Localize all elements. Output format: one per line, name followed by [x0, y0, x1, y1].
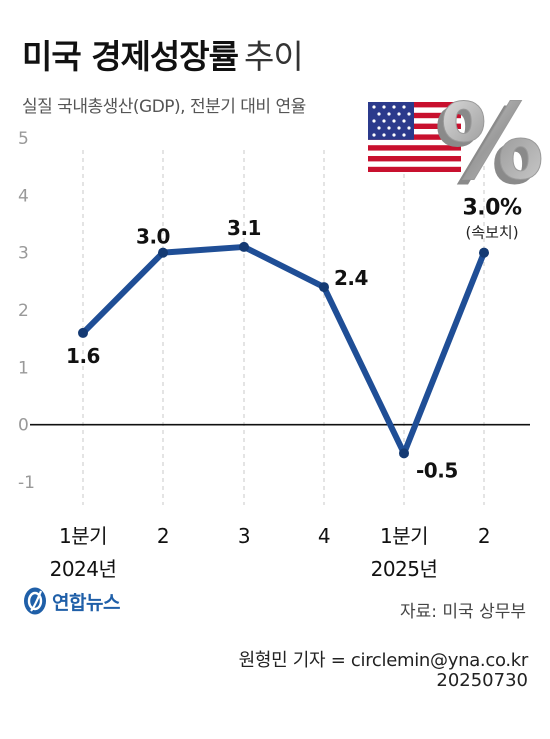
data-labels: 1.6 3.0 3.1 2.4 -0.5 3.0% (속보치): [66, 196, 522, 483]
y-tick-label-4: 1: [18, 358, 29, 378]
y-axis: 5 4 3 2 1 0 -1: [18, 129, 35, 493]
x-tick-label-3: 4: [318, 524, 330, 548]
yonhap-logo-icon: [24, 587, 46, 615]
x-axis: 1분기 2 3 4 1분기 2 2024년 2025년: [50, 524, 491, 581]
data-label-0: 1.6: [66, 344, 100, 368]
source-note: 자료: 미국 상무부: [399, 602, 526, 622]
data-point-0: [78, 327, 88, 338]
year-label-1: 2025년: [371, 557, 438, 581]
x-tick-label-1: 2: [157, 524, 169, 548]
x-tick-label-2: 3: [238, 524, 250, 548]
data-point-5: [479, 247, 489, 258]
last-point-note: (속보치): [465, 224, 518, 242]
us-flag-icon: [368, 102, 461, 172]
data-point-2: [239, 241, 249, 252]
title-main: 미국 경제성장률: [22, 37, 239, 76]
series-line: [80, 243, 487, 457]
x-tick-label-0: 1분기: [59, 524, 107, 548]
title-light: 추이: [244, 37, 304, 76]
data-points: [78, 241, 489, 459]
y-tick-label-1: 4: [18, 186, 29, 206]
credit-line: 원형민 기자 = circlemin@yna.co.kr: [238, 650, 529, 671]
year-label-0: 2024년: [50, 557, 117, 581]
chart-subtitle: 실질 국내총생산(GDP), 전분기 대비 연율: [22, 97, 306, 117]
data-label-3: 2.4: [334, 266, 368, 290]
data-label-2: 3.1: [227, 216, 261, 240]
page-title: 미국 경제성장률 추이: [22, 30, 304, 78]
svg-text:%: %: [434, 86, 538, 208]
data-point-3: [319, 282, 329, 293]
date-line: 20250730: [436, 670, 528, 691]
data-point-4: [399, 448, 409, 459]
yonhap-logo: 연합뉴스: [22, 586, 120, 616]
data-label-4: -0.5: [416, 458, 458, 482]
percent-sign-icon: % %: [434, 81, 545, 209]
svg-text:%: %: [440, 81, 544, 203]
y-tick-label-6: -1: [18, 473, 35, 493]
data-label-5: 3.0%: [462, 196, 521, 221]
data-label-1: 3.0: [136, 225, 170, 249]
logo-text: 연합뉴스: [52, 591, 120, 614]
x-tick-label-5: 2: [478, 524, 490, 548]
y-tick-label-3: 2: [18, 301, 29, 321]
y-tick-label-2: 3: [18, 244, 29, 264]
y-tick-label-5: 0: [18, 416, 29, 436]
data-point-1: [158, 247, 168, 258]
x-tick-label-4: 1분기: [380, 524, 428, 548]
y-tick-label-0: 5: [18, 129, 29, 149]
chart-grid: [82, 150, 485, 505]
